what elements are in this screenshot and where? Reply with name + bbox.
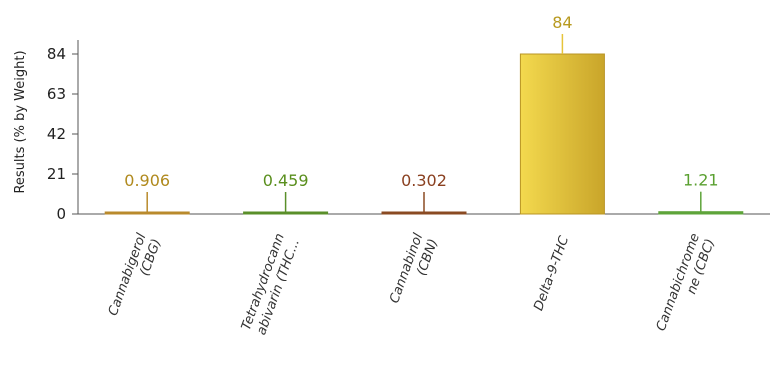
y-tick-label: 42 <box>47 125 66 143</box>
category-label-line: Delta-9-THC <box>531 233 572 312</box>
data-label: 1.21 <box>683 171 719 190</box>
labels: 0.906 Cannabigerol(CBG) 0.459 Tetrahydrocan… <box>106 13 719 338</box>
data-label: 0.459 <box>263 171 309 190</box>
data-label: 0.906 <box>124 171 170 190</box>
category-label: Cannabinol(CBN) <box>387 231 441 305</box>
bar <box>519 53 605 215</box>
y-tick-label: 84 <box>47 45 66 63</box>
category-label: Cannabigerol(CBG) <box>106 231 165 318</box>
data-label: 84 <box>552 13 572 32</box>
axes: 0 21 42 63 84 Results (% by Weight) <box>13 40 770 223</box>
y-axis-label: Results (% by Weight) <box>13 50 28 193</box>
y-tick-label: 63 <box>47 85 66 103</box>
bar <box>243 211 329 215</box>
y-tick-label: 0 <box>56 205 66 223</box>
category-label: Delta-9-THC <box>531 233 572 312</box>
y-tick-label: 21 <box>47 165 66 183</box>
data-label: 0.302 <box>401 171 447 190</box>
bars <box>104 53 744 215</box>
bar <box>381 211 467 215</box>
bar <box>104 211 190 215</box>
bar <box>658 211 744 215</box>
